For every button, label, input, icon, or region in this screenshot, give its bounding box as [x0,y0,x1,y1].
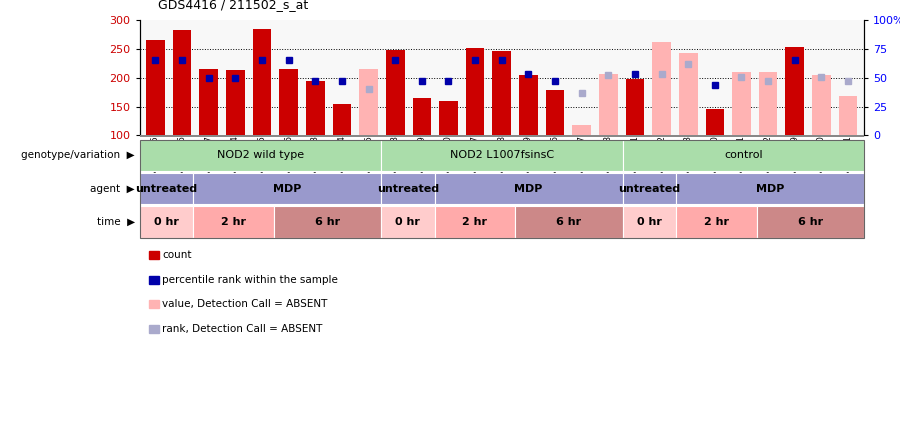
Text: MDP: MDP [756,184,784,194]
Text: 6 hr: 6 hr [797,217,823,227]
Bar [492,51,511,135]
Text: untreated: untreated [618,184,680,194]
Bar [733,72,751,135]
Text: 6 hr: 6 hr [315,217,340,227]
Bar [306,81,325,135]
Bar [412,98,431,135]
Bar [839,96,858,135]
Bar [679,53,698,135]
Text: 0 hr: 0 hr [637,217,662,227]
Text: 2 hr: 2 hr [704,217,729,227]
Text: time  ▶: time ▶ [97,217,135,227]
Bar [386,50,404,135]
Bar [545,91,564,135]
Bar [359,69,378,135]
Bar [652,42,670,135]
Text: NOD2 wild type: NOD2 wild type [217,151,304,160]
Bar [253,29,271,135]
Bar [146,40,165,135]
Bar [466,48,484,135]
Text: agent  ▶: agent ▶ [90,184,135,194]
Bar [706,110,724,135]
Text: percentile rank within the sample: percentile rank within the sample [162,275,338,285]
Text: MDP: MDP [273,184,302,194]
Text: 2 hr: 2 hr [220,217,246,227]
Bar [333,104,351,135]
Bar [519,75,537,135]
Text: 2 hr: 2 hr [463,217,488,227]
Text: GDS4416 / 211502_s_at: GDS4416 / 211502_s_at [158,0,308,11]
Bar [599,74,617,135]
Text: rank, Detection Call = ABSENT: rank, Detection Call = ABSENT [162,324,322,333]
Text: MDP: MDP [515,184,543,194]
Bar [812,75,831,135]
Text: 0 hr: 0 hr [154,217,179,227]
Bar [226,70,245,135]
Bar [200,69,218,135]
Text: NOD2 L1007fsinsC: NOD2 L1007fsinsC [450,151,554,160]
Text: genotype/variation  ▶: genotype/variation ▶ [22,151,135,160]
Bar [173,30,192,135]
Text: 0 hr: 0 hr [395,217,420,227]
Bar [759,72,778,135]
Bar [439,101,458,135]
Bar [572,125,591,135]
Text: untreated: untreated [135,184,197,194]
Text: control: control [724,151,762,160]
Text: 6 hr: 6 hr [556,217,581,227]
Text: untreated: untreated [377,184,439,194]
Bar [626,79,644,135]
Text: count: count [162,250,192,260]
Bar [786,47,804,135]
Bar [279,69,298,135]
Text: value, Detection Call = ABSENT: value, Detection Call = ABSENT [162,299,328,309]
